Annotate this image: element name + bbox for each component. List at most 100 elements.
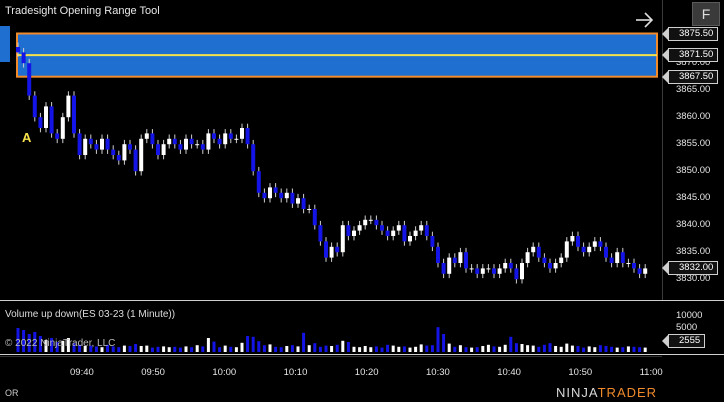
candle[interactable] xyxy=(307,204,312,214)
volume-bar[interactable] xyxy=(190,347,194,352)
volume-bar[interactable] xyxy=(122,345,126,352)
volume-bar[interactable] xyxy=(582,347,586,352)
candle[interactable] xyxy=(27,58,32,100)
volume-bar[interactable] xyxy=(352,346,356,352)
volume-bar[interactable] xyxy=(481,346,485,352)
candle[interactable] xyxy=(122,139,127,165)
volume-bar[interactable] xyxy=(458,345,462,352)
volume-bar[interactable] xyxy=(106,344,110,352)
candle[interactable] xyxy=(240,123,244,144)
candle[interactable] xyxy=(592,237,597,252)
volume-bar[interactable] xyxy=(576,346,580,352)
candle[interactable] xyxy=(77,129,82,160)
candle[interactable] xyxy=(536,242,541,262)
volume-bar[interactable] xyxy=(570,345,574,352)
volume-bar[interactable] xyxy=(470,347,474,352)
candle[interactable] xyxy=(88,134,93,149)
volume-bar[interactable] xyxy=(66,338,70,352)
volume-bar[interactable] xyxy=(363,346,367,352)
volume-bar[interactable] xyxy=(78,344,82,352)
price-chart[interactable] xyxy=(0,0,662,300)
volume-bar[interactable] xyxy=(610,346,614,352)
volume-bar[interactable] xyxy=(22,330,26,352)
volume-bar[interactable] xyxy=(408,347,412,352)
candle[interactable] xyxy=(200,139,205,154)
volume-bar[interactable] xyxy=(391,345,395,352)
candle[interactable] xyxy=(245,123,250,149)
volume-bar[interactable] xyxy=(184,346,188,352)
volume-bar[interactable] xyxy=(285,346,289,352)
volume-bar[interactable] xyxy=(593,347,597,352)
volume-bar[interactable] xyxy=(514,343,518,352)
panel-divider[interactable] xyxy=(0,300,724,301)
candle[interactable] xyxy=(189,134,194,149)
candle[interactable] xyxy=(531,242,536,257)
candle[interactable] xyxy=(329,242,334,262)
volume-bar[interactable] xyxy=(436,327,440,352)
candle[interactable] xyxy=(643,264,648,279)
candle[interactable] xyxy=(486,264,491,273)
candle[interactable] xyxy=(581,242,586,257)
candle[interactable] xyxy=(441,258,446,279)
volume-bar[interactable] xyxy=(134,344,138,352)
volume-bar[interactable] xyxy=(44,340,48,352)
candle[interactable] xyxy=(570,231,575,246)
volume-bar[interactable] xyxy=(492,346,496,352)
volume-bar[interactable] xyxy=(626,346,630,352)
volume-bar[interactable] xyxy=(397,346,401,352)
candle[interactable] xyxy=(206,129,211,154)
volume-bar[interactable] xyxy=(100,347,104,352)
volume-bar[interactable] xyxy=(55,342,59,352)
volume-bar[interactable] xyxy=(50,338,54,352)
volume-bar[interactable] xyxy=(268,344,272,352)
volume-bar[interactable] xyxy=(89,345,93,352)
volume-bar[interactable] xyxy=(419,344,423,352)
volume-bar[interactable] xyxy=(117,347,121,352)
candle[interactable] xyxy=(312,204,317,230)
candle[interactable] xyxy=(273,183,278,198)
candle[interactable] xyxy=(195,139,200,149)
candle[interactable] xyxy=(548,258,552,273)
volume-bar[interactable] xyxy=(498,346,502,352)
chart-menu-button[interactable]: F xyxy=(692,2,720,26)
candle[interactable] xyxy=(318,220,323,246)
candle[interactable] xyxy=(144,129,149,144)
candle[interactable] xyxy=(436,242,440,268)
volume-bar[interactable] xyxy=(139,346,143,352)
volume-bar[interactable] xyxy=(324,345,328,352)
volume-bar[interactable] xyxy=(386,344,390,352)
candle[interactable] xyxy=(66,91,71,122)
candle[interactable] xyxy=(111,145,116,160)
volume-bar[interactable] xyxy=(330,346,334,352)
candle[interactable] xyxy=(598,237,603,252)
volume-bar[interactable] xyxy=(554,346,558,352)
candle[interactable] xyxy=(301,193,306,214)
volume-bar[interactable] xyxy=(195,345,199,352)
candle[interactable] xyxy=(447,253,452,279)
candle[interactable] xyxy=(391,226,396,241)
volume-bar[interactable] xyxy=(33,332,37,352)
candle[interactable] xyxy=(256,166,261,198)
volume-bar[interactable] xyxy=(537,346,541,352)
candle[interactable] xyxy=(128,139,132,154)
candle[interactable] xyxy=(620,247,625,268)
volume-bar[interactable] xyxy=(380,347,384,352)
volume-bar[interactable] xyxy=(615,347,619,352)
candle[interactable] xyxy=(94,139,99,154)
candle[interactable] xyxy=(609,253,614,268)
candle[interactable] xyxy=(268,183,272,203)
volume-bar[interactable] xyxy=(178,347,182,352)
candle[interactable] xyxy=(615,247,620,268)
candle[interactable] xyxy=(55,129,60,144)
volume-bar[interactable] xyxy=(27,334,31,352)
candle[interactable] xyxy=(452,253,457,268)
candle[interactable] xyxy=(105,134,110,154)
volume-bar[interactable] xyxy=(509,336,513,352)
volume-bar[interactable] xyxy=(643,347,647,352)
candle[interactable] xyxy=(419,220,424,235)
volume-bar[interactable] xyxy=(201,346,205,352)
volume-bar[interactable] xyxy=(240,342,244,352)
candle[interactable] xyxy=(637,264,642,279)
candle[interactable] xyxy=(357,220,362,235)
volume-bar[interactable] xyxy=(72,343,76,352)
